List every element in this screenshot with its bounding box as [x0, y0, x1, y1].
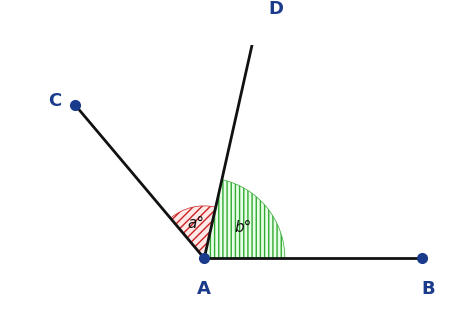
Wedge shape — [170, 206, 216, 258]
Text: B: B — [421, 280, 435, 299]
Text: A: A — [197, 280, 211, 299]
Wedge shape — [204, 180, 285, 258]
Text: D: D — [269, 0, 284, 18]
Text: b°: b° — [235, 219, 252, 234]
Text: a°: a° — [187, 216, 204, 231]
Text: C: C — [48, 92, 61, 110]
